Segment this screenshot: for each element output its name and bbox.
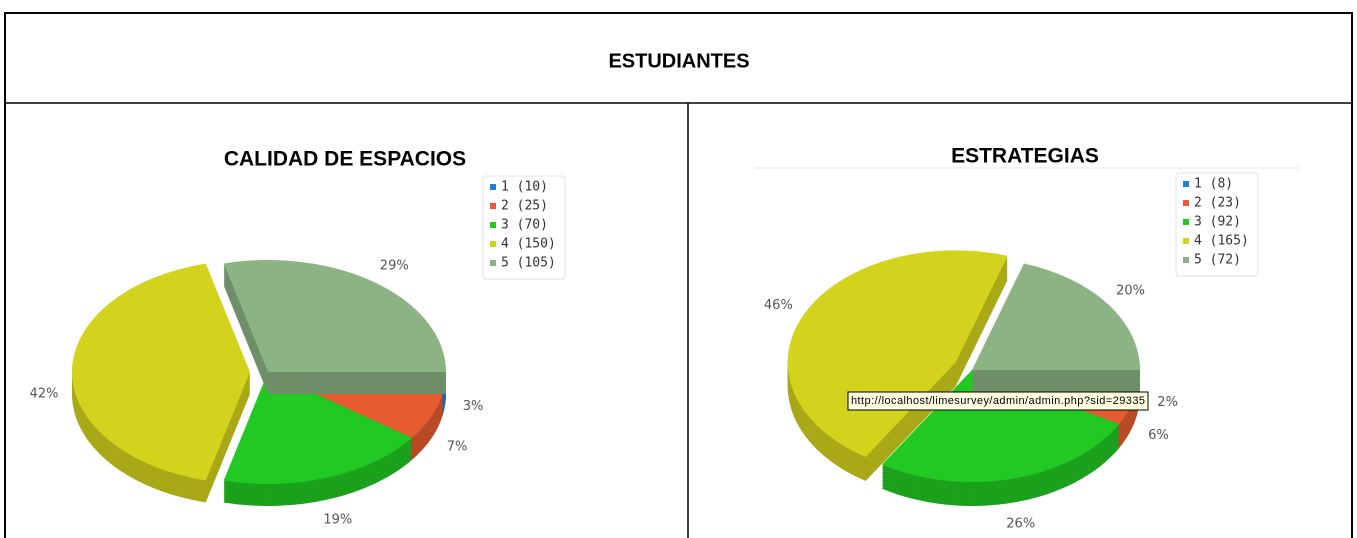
legend-swatch bbox=[1183, 238, 1189, 244]
slice-top bbox=[223, 260, 446, 372]
legend-swatch bbox=[490, 260, 496, 266]
slice-label: 19% bbox=[323, 513, 352, 528]
tooltip: http://localhost/limesurvey/admin/admin.… bbox=[851, 395, 1145, 407]
slice-label: 20% bbox=[1116, 284, 1145, 299]
legend-box bbox=[1175, 172, 1259, 277]
slice-label: 7% bbox=[447, 440, 468, 455]
legend-entry: 4 (165) bbox=[1194, 234, 1249, 249]
table-border bbox=[4, 12, 1353, 538]
slice-label: 3% bbox=[463, 399, 484, 414]
chart-title: CALIDAD DE ESPACIOS bbox=[224, 148, 466, 171]
tooltip-box bbox=[847, 391, 1149, 411]
header-title: ESTUDIANTES bbox=[608, 50, 749, 72]
slice-label: 6% bbox=[1148, 428, 1169, 443]
legend-swatch bbox=[1183, 219, 1189, 225]
chart-title: ESTRATEGIAS bbox=[951, 145, 1099, 168]
slice-label: 46% bbox=[764, 298, 793, 313]
slice-label: 2% bbox=[1157, 395, 1178, 410]
slice-label: 29% bbox=[380, 259, 409, 274]
legend-swatch bbox=[1183, 257, 1189, 263]
legend-entry: 4 (150) bbox=[501, 237, 556, 252]
legend-swatch bbox=[490, 222, 496, 228]
legend-entry: 1 (10) bbox=[501, 180, 548, 195]
legend-swatch bbox=[490, 203, 496, 209]
legend-box bbox=[482, 175, 566, 280]
slice-label: 42% bbox=[30, 387, 59, 402]
legend-entry: 3 (92) bbox=[1194, 215, 1241, 230]
slice-top bbox=[972, 263, 1140, 370]
pie-slice bbox=[972, 263, 1140, 394]
pie-slice bbox=[881, 370, 1120, 507]
pie-slice bbox=[223, 260, 446, 394]
legend-entry: 5 (105) bbox=[501, 256, 556, 271]
pie-slice bbox=[223, 372, 413, 507]
slice-top bbox=[881, 370, 1120, 482]
pie-slice bbox=[71, 263, 250, 503]
legend-entry: 3 (70) bbox=[501, 218, 548, 233]
slice-top bbox=[223, 372, 413, 485]
legend-swatch bbox=[1183, 200, 1189, 206]
legend-entry: 2 (23) bbox=[1194, 196, 1241, 211]
slice-top bbox=[787, 250, 1008, 457]
slice-label: 26% bbox=[1006, 516, 1035, 531]
legend-entry: 5 (72) bbox=[1194, 253, 1241, 268]
legend-swatch bbox=[1183, 181, 1189, 187]
legend-swatch bbox=[490, 184, 496, 190]
legend-entry: 1 (8) bbox=[1194, 177, 1233, 192]
legend-swatch bbox=[490, 241, 496, 247]
slice-top bbox=[71, 263, 250, 481]
pie-slice bbox=[787, 250, 1008, 481]
legend-entry: 2 (25) bbox=[501, 199, 548, 214]
